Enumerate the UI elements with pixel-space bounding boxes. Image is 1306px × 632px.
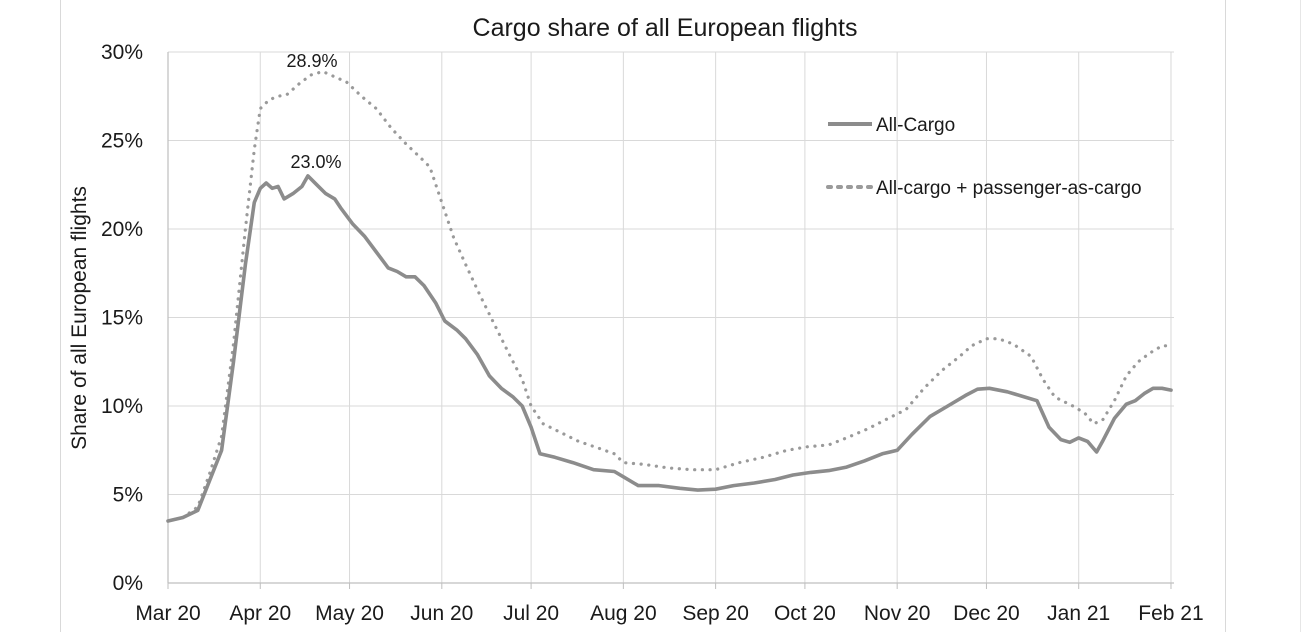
x-tick-label: Oct 20 xyxy=(774,602,836,625)
x-tick-label: Jun 20 xyxy=(410,602,473,625)
y-tick-label: 25% xyxy=(101,130,143,153)
chart-title: Cargo share of all European flights xyxy=(473,14,858,42)
y-tick-label: 15% xyxy=(101,307,143,330)
legend-label-all-cargo-passenger: All-cargo + passenger-as-cargo xyxy=(876,178,1142,199)
x-tick-label: Mar 20 xyxy=(135,602,200,625)
peak-annotation-all-cargo: 23.0% xyxy=(290,152,341,172)
x-tick-label: Feb 21 xyxy=(1138,602,1203,625)
x-tick-label: Apr 20 xyxy=(229,602,291,625)
x-tick-label: Aug 20 xyxy=(590,602,657,625)
chart-frame xyxy=(60,0,1226,632)
x-tick-label: Jan 21 xyxy=(1047,602,1110,625)
axes xyxy=(167,52,1174,589)
peak-annotation-passenger-as-cargo: 28.9% xyxy=(286,51,337,71)
window-edge xyxy=(1300,0,1301,632)
x-tick-label: Sep 20 xyxy=(682,602,749,625)
y-tick-label: 10% xyxy=(101,395,143,418)
legend: All-Cargo All-cargo + passenger-as-cargo xyxy=(826,115,1142,199)
series-line-all-cargo-passenger xyxy=(166,69,1173,523)
y-tick-label: 20% xyxy=(101,218,143,241)
x-tick-label: May 20 xyxy=(315,602,384,625)
gridlines xyxy=(168,51,1174,583)
tick-labels: 0% 5% 10% 15% 20% 25% 30% Mar 20 Apr 20 May 20 Jun… xyxy=(101,41,1204,625)
x-tick-label: Jul 20 xyxy=(503,602,559,625)
y-tick-label: 0% xyxy=(113,572,143,595)
series-lines xyxy=(166,69,1173,523)
y-tick-label: 30% xyxy=(101,41,143,64)
legend-label-all-cargo: All-Cargo xyxy=(876,115,955,136)
x-tick-label: Dec 20 xyxy=(953,602,1020,625)
y-axis-label: Share of all European flights xyxy=(68,186,91,450)
x-tick-label: Nov 20 xyxy=(864,602,931,625)
series-line-all-cargo xyxy=(166,174,1173,523)
y-tick-label: 5% xyxy=(113,484,143,507)
